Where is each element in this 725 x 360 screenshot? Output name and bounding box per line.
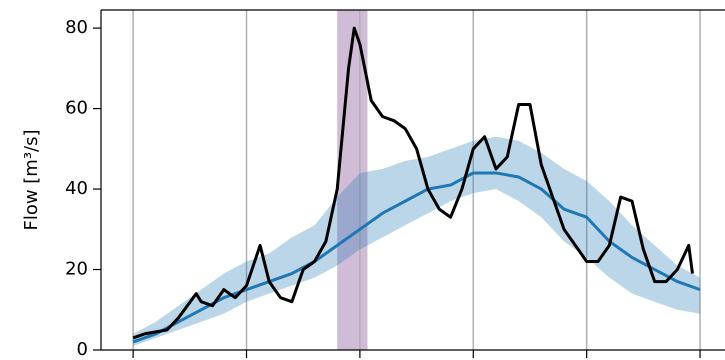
y-tick-label: 80 [65, 17, 88, 38]
y-tick-label: 60 [65, 98, 88, 119]
line [132, 171, 701, 344]
line [132, 26, 694, 340]
y-tick-label: 0 [77, 339, 88, 360]
y-axis-label: Flow [m³/s] [21, 129, 42, 230]
y-tick-label: 20 [65, 259, 88, 280]
range-band [133, 136, 701, 346]
highlight-span [337, 10, 368, 350]
y-tick-label: 40 [65, 178, 88, 199]
